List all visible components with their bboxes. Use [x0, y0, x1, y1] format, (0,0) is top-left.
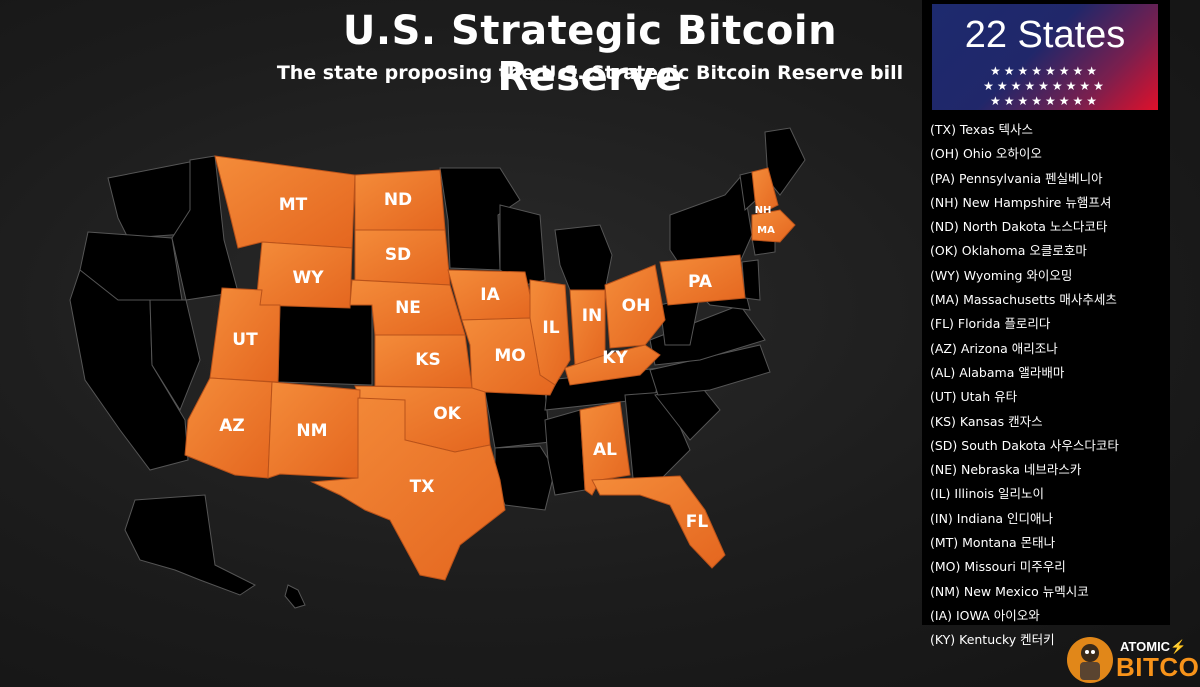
map-label-nm: NM — [296, 421, 327, 441]
list-item: (MT) Montana 몬태나 — [930, 535, 1056, 551]
list-item: (ND) North Dakota 노스다코타 — [930, 219, 1108, 235]
state-mn — [439, 167, 521, 271]
state-ak — [124, 494, 256, 596]
mascot-icon — [1067, 637, 1113, 683]
map-label-oh: OH — [622, 296, 651, 316]
list-item: (PA) Pennsylvania 펜실베니아 — [930, 170, 1103, 186]
list-item: (AL) Alabama 앨라배마 — [930, 364, 1065, 380]
list-item: (NH) New Hampshire 뉴햄프셔 — [930, 194, 1112, 210]
state-ma — [751, 209, 796, 243]
state-ar — [484, 389, 551, 449]
state-nv — [118, 299, 201, 412]
map-label-mt: MT — [279, 195, 308, 215]
map-label-ma: MA — [757, 225, 775, 236]
state-ky — [564, 344, 661, 386]
map-label-il: IL — [542, 318, 559, 338]
map-label-pa: PA — [688, 272, 713, 292]
state-list-panel: 22 States ★★★★★★★★ ★★★★★★★★★ ★★★★★★★★ (T… — [922, 0, 1170, 647]
list-item: (MO) Missouri 미주우리 — [930, 559, 1066, 575]
atomic-bitcoin-logo: ATOMIC⚡ BITCOIN — [1062, 632, 1200, 687]
state-fl — [591, 475, 726, 569]
map-label-nh: NH — [755, 205, 772, 216]
page-title: U.S. Strategic Bitcoin Reserve — [342, 8, 838, 100]
map-label-ok: OK — [433, 404, 461, 424]
list-item: (FL) Florida 플로리다 — [930, 316, 1051, 332]
list-item: (IA) IOWA 아이오와 — [930, 607, 1040, 623]
list-item: (WY) Wyoming 와이오밍 — [930, 267, 1073, 283]
state-nm — [267, 381, 361, 479]
map-label-az: AZ — [219, 416, 244, 436]
bolt-icon: ⚡ — [1170, 639, 1187, 654]
state-la — [494, 445, 556, 511]
map-label-fl: FL — [686, 512, 709, 532]
map-label-ky: KY — [602, 348, 628, 368]
map-label-sd: SD — [385, 245, 411, 265]
state-list: (TX) Texas 텍사스 (OH) Ohio 오하이오 (PA) Penns… — [930, 118, 1166, 653]
map-label-tx: TX — [410, 477, 435, 497]
map-label-mo: MO — [494, 346, 525, 366]
us-map: MT ND SD WY NE UT KS IA IL IN OH PA MO K… — [69, 127, 806, 609]
state-ny — [669, 173, 753, 266]
state-hi — [284, 584, 306, 609]
map-label-ia: IA — [480, 285, 500, 305]
state-wy — [255, 241, 353, 309]
map-label-al: AL — [593, 440, 617, 460]
map-label-ks: KS — [415, 350, 440, 370]
list-item: (IN) Indiana 인디애나 — [930, 510, 1053, 526]
logo-name: ATOMIC⚡ — [1120, 639, 1187, 654]
map-label-ne: NE — [395, 298, 421, 318]
state-tx — [310, 397, 506, 581]
list-item: (KY) Kentucky 켄터키 — [930, 632, 1055, 648]
state-nc — [649, 344, 771, 396]
star-row: ★★★★★★★★ — [989, 94, 1101, 108]
list-item: (TX) Texas 텍사스 — [930, 122, 1033, 137]
list-item: (SD) South Dakota 사우스다코타 — [930, 437, 1119, 453]
state-in — [569, 289, 606, 366]
state-pa — [659, 254, 746, 306]
list-item: (NM) New Mexico 뉴멕시코 — [930, 583, 1089, 599]
map-label-ut: UT — [232, 330, 258, 350]
list-item: (OH) Ohio 오하이오 — [930, 146, 1042, 162]
list-item: (MA) Massachusetts 매사추세츠 — [930, 292, 1117, 308]
logo-word: BITCOIN — [1116, 652, 1200, 682]
state-ms — [544, 409, 586, 496]
list-item: (KS) Kansas 캔자스 — [930, 413, 1043, 429]
banner-title: 22 States — [964, 14, 1126, 56]
state-id — [171, 155, 239, 301]
state-oh — [604, 264, 666, 349]
state-nh — [751, 167, 779, 216]
state-co — [277, 299, 373, 386]
map-label-in: IN — [582, 306, 603, 326]
map-label-nd: ND — [384, 190, 412, 210]
page-subtitle: The state proposing the U.S. Strategic B… — [276, 62, 904, 84]
list-item: (AZ) Arizona 애리조나 — [930, 340, 1058, 356]
count-banner: 22 States ★★★★★★★★ ★★★★★★★★★ ★★★★★★★★ — [932, 4, 1158, 110]
state-mo — [461, 317, 556, 396]
map-label-wy: WY — [292, 268, 324, 288]
list-item: (OK) Oklahoma 오클로호마 — [930, 243, 1087, 259]
star-row: ★★★★★★★★ — [989, 64, 1101, 78]
list-item: (IL) Illinois 일리노이 — [930, 486, 1045, 502]
star-row: ★★★★★★★★★ — [983, 79, 1107, 93]
list-item: (NE) Nebraska 네브라스카 — [930, 462, 1082, 478]
list-item: (UT) Utah 유타 — [930, 389, 1018, 405]
